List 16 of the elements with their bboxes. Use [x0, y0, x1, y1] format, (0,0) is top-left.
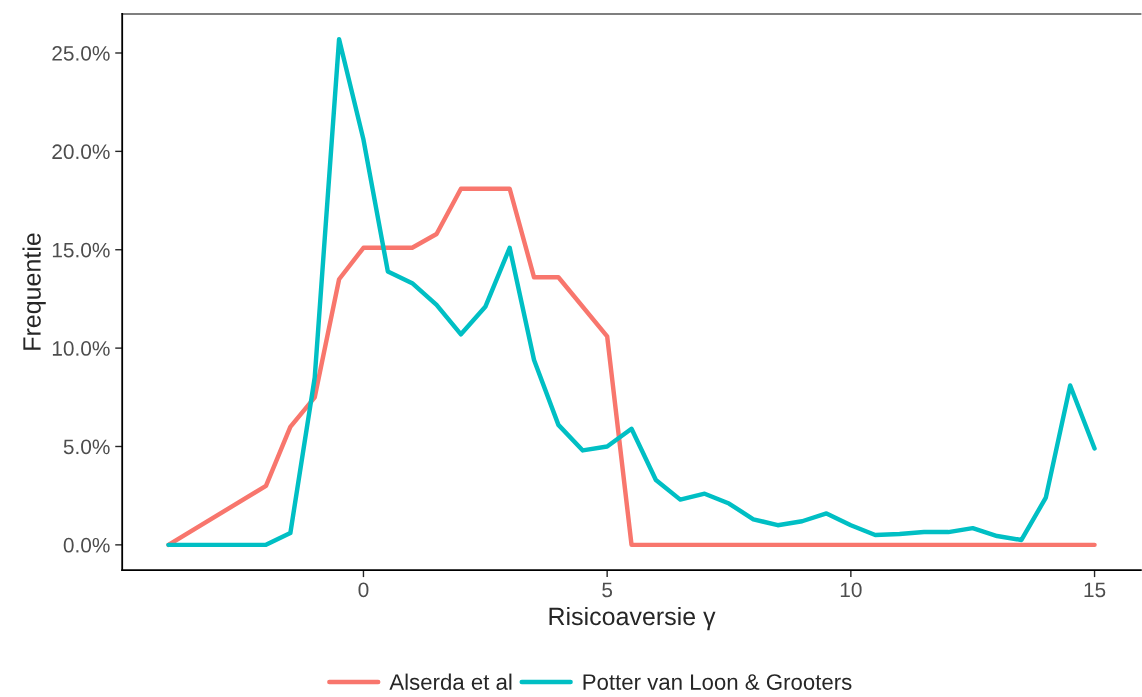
- x-tick-label: 15: [1084, 582, 1106, 598]
- y-tick-label: 15.0%: [52, 242, 110, 258]
- x-tick-label: 10: [840, 582, 862, 598]
- legend-label: Potter van Loon & Grooters: [583, 674, 852, 690]
- y-tick-label: 0.0%: [63, 537, 110, 553]
- y-tick-label: 20.0%: [52, 144, 110, 160]
- line-series: [166, 37, 1097, 548]
- x-axis-title: Risicoaversie γ: [549, 606, 716, 631]
- legend-label: Alserda et al: [389, 673, 512, 690]
- y-tick-label: 10.0%: [52, 341, 110, 356]
- x-tick-label: 0: [358, 582, 369, 598]
- x-tick-label: 5: [602, 582, 613, 598]
- y-axis-title: Frequentie: [22, 233, 46, 350]
- line-series: [166, 186, 1097, 548]
- y-tick-label: 5.0%: [63, 439, 110, 455]
- y-tick-label: 25.0%: [52, 46, 110, 61]
